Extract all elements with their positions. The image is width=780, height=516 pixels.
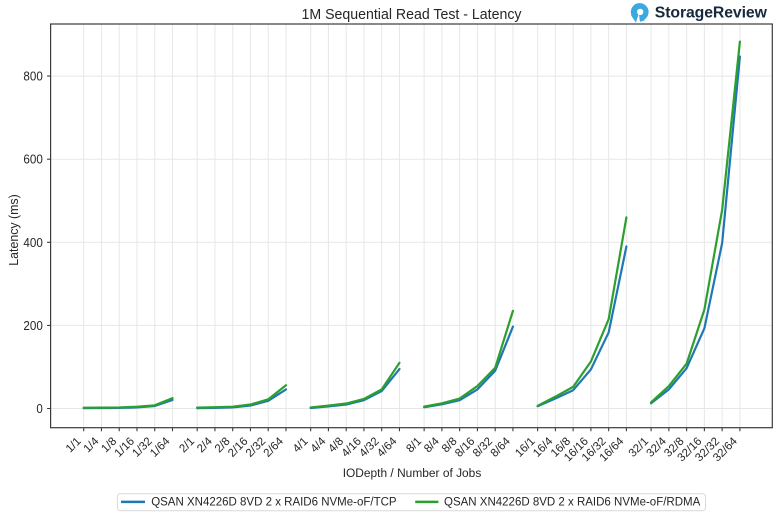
svg-text:StorageReview: StorageReview <box>655 4 768 21</box>
svg-text:Latency (ms): Latency (ms) <box>7 194 21 266</box>
svg-text:QSAN XN4226D 8VD 2 x RAID6 NVM: QSAN XN4226D 8VD 2 x RAID6 NVMe-oF/RDMA <box>444 497 701 509</box>
svg-text:QSAN XN4226D 8VD 2 x RAID6 NVM: QSAN XN4226D 8VD 2 x RAID6 NVMe-oF/TCP <box>151 497 397 509</box>
svg-text:1M Sequential Read Test - Late: 1M Sequential Read Test - Latency <box>302 6 522 23</box>
svg-text:0: 0 <box>36 401 42 416</box>
svg-text:600: 600 <box>23 152 42 167</box>
svg-text:400: 400 <box>23 235 42 250</box>
svg-text:800: 800 <box>23 69 42 84</box>
svg-text:200: 200 <box>23 318 42 333</box>
svg-text:IODepth / Number of Jobs: IODepth / Number of Jobs <box>343 466 482 480</box>
